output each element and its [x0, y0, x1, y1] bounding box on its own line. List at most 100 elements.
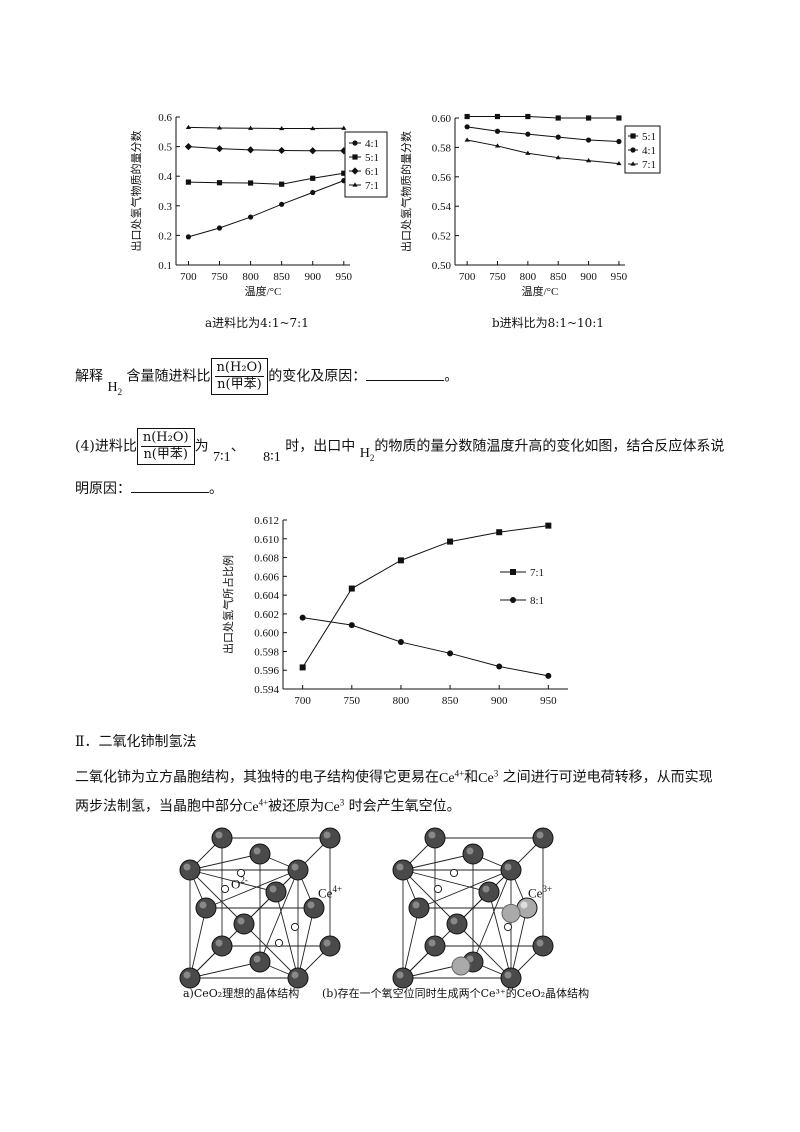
x-tick-label: 850: [550, 271, 567, 283]
data-point: [447, 538, 454, 545]
data-point: [299, 614, 306, 621]
oxygen-atom: [236, 868, 246, 878]
y-tick-label: 0.54: [432, 201, 452, 213]
legend-marker: [352, 182, 358, 187]
q4-answer-blank[interactable]: [131, 478, 209, 493]
y-tick-label: 0.50: [432, 260, 452, 272]
series-line-7-1: [188, 126, 344, 130]
x-tick-label: 900: [580, 271, 597, 283]
lattice-line: [189, 907, 207, 979]
y-tick-label: 0.608: [254, 553, 279, 565]
section-heading: Ⅱ．二氧化铈制氢法: [75, 734, 197, 750]
chart-a-caption: a进料比为4:1~7:1: [205, 316, 309, 330]
cerium-highlight: [307, 901, 315, 909]
y-tick-label: 0.598: [254, 646, 279, 658]
data-point: [216, 125, 223, 130]
y-tick-label: 0.612: [254, 515, 279, 527]
chart-b-caption: b进料比为8:1~10:1: [492, 316, 604, 330]
data-point: [464, 124, 470, 130]
legend-label: 5:1: [642, 131, 656, 143]
lattice-line: [189, 961, 261, 979]
x-tick-label: 800: [393, 695, 410, 707]
data-point: [447, 650, 454, 657]
data-point: [309, 147, 317, 155]
lattice-line: [402, 853, 474, 871]
y-tick-label: 0.52: [432, 231, 451, 243]
y-tick-label: 0.600: [254, 628, 279, 640]
q4-rest: 的物质的量分数随温度升高的变化如图，结合反应体系说: [374, 438, 725, 455]
crystal-label-ce4: Ce4+: [318, 884, 343, 901]
data-point: [185, 234, 192, 240]
q3-answer-blank[interactable]: [366, 366, 445, 381]
data-point: [278, 146, 286, 155]
data-point: [545, 522, 552, 529]
data-point: [310, 189, 316, 196]
y-tick-label: 0.594: [254, 684, 279, 696]
data-point: [525, 131, 531, 137]
legend-label: 7:1: [530, 567, 544, 579]
data-point: [464, 137, 470, 142]
chart-b: 0.50 0.52 0.54 0.56 0.58 0.60 700 750 800 850 900 9…: [399, 113, 661, 298]
cerium-highlight: [504, 971, 512, 979]
data-point: [348, 622, 355, 629]
data-point: [341, 125, 347, 130]
q4-ratio-1: 7∶1: [213, 449, 231, 465]
series-line-5-1: [467, 116, 619, 119]
cerium-atom: [446, 913, 468, 935]
x-tick-label: 800: [520, 271, 537, 283]
x-tick-label: 750: [211, 271, 228, 283]
cerium-3-atom: [501, 903, 521, 923]
x-tick-label: 850: [273, 271, 290, 283]
cerium-atom: [478, 881, 500, 903]
cerium-highlight: [323, 831, 331, 839]
y-tick-label: 0.4: [158, 171, 172, 183]
crystal-caption-b: (b)存在一个氧空位同时生成两个Ce³⁺的CeO₂晶体结构: [322, 987, 590, 1000]
cerium-highlight: [323, 939, 331, 947]
x-tick-label: 950: [540, 695, 557, 707]
y-tick-label: 0.610: [254, 534, 279, 546]
lattice-line: [402, 869, 490, 893]
data-point: [545, 672, 552, 679]
q4-ratio-fraction: n(H₂O) n(甲苯): [136, 428, 195, 465]
y-tick-label: 0.2: [158, 230, 172, 242]
oxygen-atom: [220, 884, 230, 894]
lattice-line: [275, 891, 299, 979]
cerium-atom: [462, 843, 484, 865]
series-line-4-1: [467, 126, 619, 143]
cerium-atom: [211, 827, 233, 849]
cerium-highlight: [199, 901, 207, 909]
cerium-atom: [424, 935, 446, 957]
section-paragraph-line-2: 两步法制氢，当晶胞中部分Ce4+被还原为Ce3 时会产生氧空位。: [75, 797, 461, 815]
x-axis-label: 温度/°C: [245, 284, 282, 298]
x-axis-label: 温度/°C: [522, 284, 559, 298]
cerium-highlight: [215, 831, 223, 839]
q3-tail: 的变化及原因：: [268, 368, 367, 385]
cerium-highlight: [412, 901, 420, 909]
cerium-highlight: [450, 917, 458, 925]
data-point: [216, 180, 223, 186]
cerium-atom: [249, 951, 271, 973]
q4-lead: (4)进料比: [75, 438, 137, 455]
data-point: [247, 180, 254, 186]
cerium-highlight: [428, 831, 436, 839]
series-line-8-1: [302, 617, 549, 677]
cerium-atom: [500, 859, 522, 881]
data-point: [525, 113, 531, 120]
data-point: [184, 143, 193, 151]
data-point: [341, 170, 347, 176]
q4-sep: 、: [230, 438, 245, 455]
y-tick-label: 0.1: [158, 260, 172, 272]
lattice-line: [259, 869, 299, 963]
cerium-highlight: [396, 971, 404, 979]
legend-marker: [352, 154, 358, 160]
lattice-line: [472, 869, 512, 963]
cerium-highlight: [482, 885, 490, 893]
legend-label: 6:1: [365, 166, 379, 178]
cerium-highlight: [466, 847, 474, 855]
x-tick-label: 900: [304, 271, 321, 283]
y-tick-label: 0.606: [254, 571, 279, 583]
y-tick-label: 0.5: [158, 142, 172, 154]
data-point: [397, 557, 404, 564]
q4-h2: H2: [359, 445, 375, 463]
question-3-line: 解释 H2 含量随进料比 n(H₂O) n(甲苯) 的变化及原因： 。: [75, 358, 458, 396]
